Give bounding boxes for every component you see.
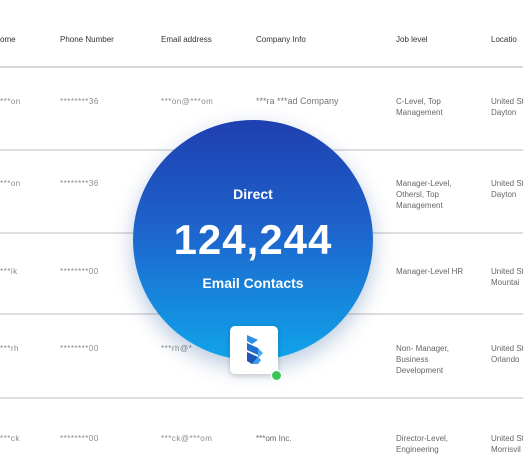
row-divider <box>0 397 523 399</box>
cell-phone: ********00 <box>60 267 99 276</box>
cell-email: ***rh@* <box>161 344 193 353</box>
cell-phone: ********36 <box>60 97 99 106</box>
column-header-location[interactable]: Locatio <box>491 35 517 44</box>
cell-phone: ********00 <box>60 434 99 443</box>
cell-name: ***on <box>0 97 21 106</box>
cell-phone: ********36 <box>60 179 99 188</box>
cell-company: ***om Inc. <box>256 434 292 443</box>
cell-name: ***ck <box>0 434 20 443</box>
app-logo-icon <box>247 335 263 364</box>
online-status-dot <box>271 370 282 381</box>
cell-location: United St Orlando <box>491 344 523 364</box>
cell-name: ***on <box>0 179 21 188</box>
cell-name: ***rh <box>0 344 19 353</box>
app-logo-tile[interactable] <box>230 326 278 374</box>
cell-location: United St Mountai <box>491 267 523 287</box>
column-header-job-level[interactable]: Job level <box>396 35 428 44</box>
contact-count: 124,244 <box>173 216 333 263</box>
cell-job-level: Director-Level, Engineering <box>396 434 449 454</box>
cell-job-level: Manager-Level, Othersl, Top Management <box>396 179 452 210</box>
cell-company: ***ra ***ad Company <box>256 96 339 106</box>
cell-job-level: Manager-Level HR <box>396 267 464 276</box>
cell-email: ***ck@***om <box>161 434 213 443</box>
column-header-company[interactable]: Company Info <box>256 35 306 44</box>
column-header-name[interactable]: ome <box>0 35 16 44</box>
cell-location: United St Morrisvil <box>491 434 523 454</box>
cell-job-level: C-Level, Top Management <box>396 97 443 117</box>
contact-count-badge: Direct 124,244 Email Contacts <box>133 120 373 360</box>
column-header-email[interactable]: Email address <box>161 35 212 44</box>
column-header-phone[interactable]: Phone Number <box>60 35 114 44</box>
badge-subheading: Email Contacts <box>202 275 304 291</box>
cell-job-level: Non- Manager, Business Development <box>396 344 449 375</box>
cell-email: ***on@***om <box>161 97 214 106</box>
badge-heading: Direct <box>233 186 273 202</box>
cell-location: United St Dayton <box>491 97 523 117</box>
cell-name: ***ik <box>0 267 18 276</box>
cell-location: United St Dayton <box>491 179 523 199</box>
cell-phone: ********00 <box>60 344 99 353</box>
table-header: ome Phone Number Email address Company I… <box>0 0 523 68</box>
